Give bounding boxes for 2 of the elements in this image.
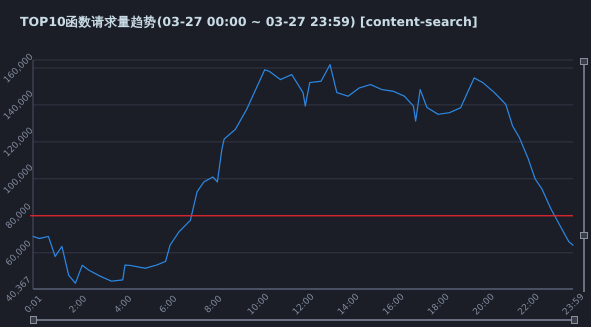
line-series <box>32 64 574 284</box>
chart-title: TOP10函数请求量趋势(03-27 00:00 ~ 03-27 23:59) [content-search] <box>20 14 478 29</box>
